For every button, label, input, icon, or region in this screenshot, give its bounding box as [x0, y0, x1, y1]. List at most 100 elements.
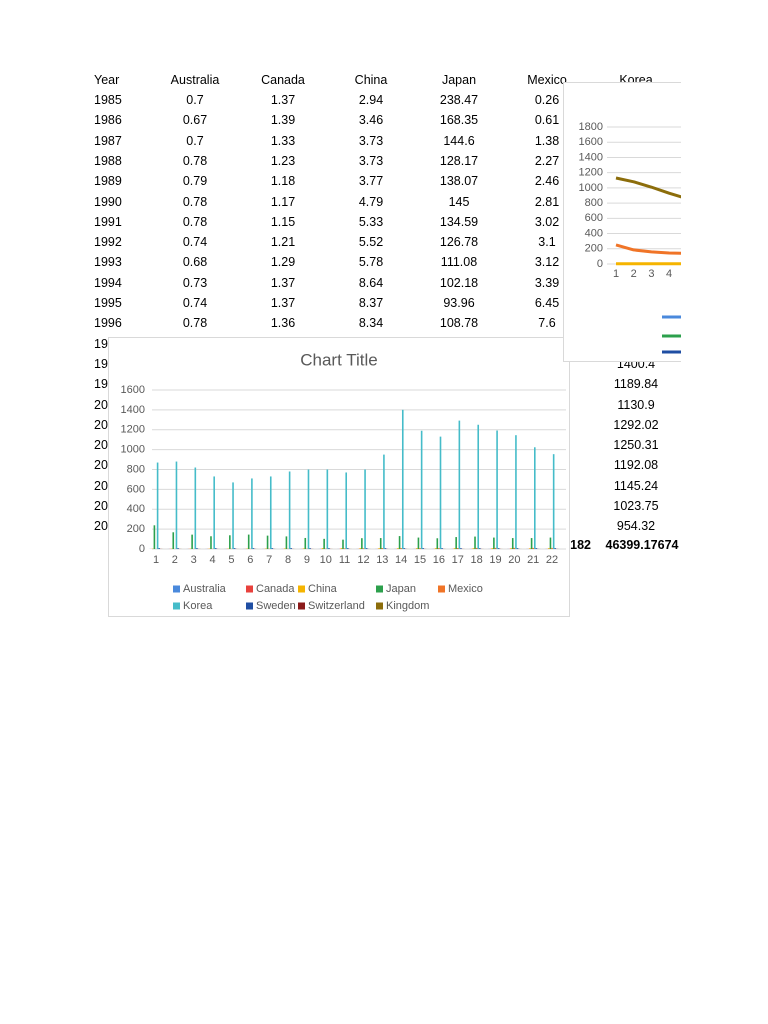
- total-cell: 46399.17674: [605, 538, 679, 552]
- bar: [474, 536, 476, 549]
- table-cell: 1.39: [270, 113, 296, 128]
- table-cell: 1292.02: [613, 417, 659, 432]
- y-tick-label: 800: [127, 463, 145, 475]
- table-cell: 1.37: [270, 93, 296, 107]
- table-cell: 2.94: [358, 93, 384, 107]
- table-cell: 1.37: [270, 296, 296, 310]
- table-cell: 1.37: [270, 275, 296, 290]
- header-cell: China: [354, 73, 388, 87]
- table-cell: 8.37: [358, 296, 384, 310]
- table-cell: 1.36: [270, 316, 296, 331]
- bar: [400, 548, 402, 549]
- bar: [177, 548, 179, 549]
- bar: [302, 548, 305, 549]
- bar: [359, 548, 362, 549]
- legend-swatch: [376, 585, 383, 593]
- table-cell: 168.35: [439, 113, 479, 128]
- y-tick-label: 1400: [121, 404, 145, 416]
- bar: [347, 548, 349, 549]
- chart-frame: [108, 337, 570, 617]
- bar: [365, 548, 368, 549]
- bar: [269, 476, 272, 549]
- y-tick-label: 200: [127, 523, 145, 535]
- legend-label: Mexico: [448, 583, 483, 595]
- table-cell: 1145.24: [613, 478, 659, 493]
- table-cell: 0.73: [182, 275, 208, 290]
- table-cell: 1990: [94, 194, 122, 209]
- table-cell: 1991: [94, 214, 122, 229]
- bar: [491, 548, 494, 549]
- bar: [549, 537, 552, 549]
- bar: [284, 548, 286, 549]
- bar: [534, 447, 536, 549]
- bar: [496, 430, 498, 549]
- bar: [379, 538, 382, 549]
- y-tick-label: 1800: [579, 121, 603, 133]
- legend-label: Switzerland: [308, 600, 365, 612]
- table-cell: 1250.31: [613, 438, 659, 453]
- bar: [229, 535, 231, 549]
- table-cell: 1989: [94, 174, 122, 189]
- bar: [213, 476, 215, 549]
- bar: [455, 537, 457, 549]
- bar: [343, 548, 346, 549]
- bar: [494, 547, 497, 549]
- legend-label: Australia: [183, 583, 227, 595]
- table-cell: 20: [94, 417, 108, 432]
- table-cell: 1.38: [534, 133, 560, 148]
- table-cell: 93.96: [443, 296, 475, 310]
- y-tick-label: 1200: [579, 167, 603, 179]
- y-tick-label: 600: [585, 212, 603, 224]
- bar: [434, 548, 437, 549]
- bar: [265, 548, 267, 549]
- legend-swatch: [376, 602, 383, 610]
- bar: [304, 537, 307, 549]
- table-cell: 4.79: [358, 194, 384, 209]
- bar: [384, 548, 387, 549]
- table-cell: 144.6: [443, 133, 475, 148]
- table-cell: 1189.84: [613, 377, 659, 392]
- bar: [551, 547, 553, 549]
- table-cell: 1992: [94, 235, 122, 250]
- x-tick-label: 20: [508, 554, 520, 566]
- table-cell: 1.18: [270, 174, 296, 189]
- bar: [422, 548, 425, 549]
- bar: [535, 548, 538, 549]
- x-tick-label: 14: [395, 554, 407, 566]
- bar: [515, 435, 517, 549]
- x-tick-label: 19: [489, 554, 501, 566]
- table-cell: 5.52: [358, 235, 384, 250]
- bar: [191, 534, 193, 549]
- table-cell: 1.23: [270, 153, 296, 168]
- x-tick-label: 12: [357, 554, 369, 566]
- bar: [323, 538, 325, 549]
- bar: [361, 538, 363, 549]
- bar: [175, 461, 178, 549]
- table-cell: 8.34: [358, 316, 384, 331]
- legend-swatch: [298, 602, 305, 610]
- table-cell: 1994: [94, 275, 122, 290]
- x-tick-label: 6: [247, 554, 253, 566]
- chart-title: Chart Title: [300, 350, 377, 369]
- table-cell: 20: [94, 438, 108, 453]
- bar: [233, 548, 236, 549]
- x-tick-label: 22: [546, 554, 558, 566]
- bar: [342, 539, 344, 549]
- bar: [516, 548, 519, 549]
- bar: [251, 478, 253, 549]
- header-cell: Mexico: [527, 73, 567, 87]
- x-tick-label: 11: [339, 554, 350, 566]
- x-tick-label: 3: [191, 554, 197, 566]
- bar: [513, 547, 516, 549]
- table-cell: 1023.75: [613, 499, 659, 513]
- bar: [340, 548, 343, 549]
- y-tick-label: 0: [597, 258, 603, 270]
- table-cell: 1.15: [270, 214, 296, 229]
- bar: [285, 536, 288, 549]
- y-tick-label: 400: [127, 503, 145, 515]
- x-tick-label: 15: [414, 554, 426, 566]
- table-cell: 102.18: [439, 275, 479, 290]
- line-chart: 0 200 400 600 800 1000 1200 1400 1600 1800 1 2 3 4: [563, 82, 681, 362]
- table-cell: 19: [94, 356, 108, 371]
